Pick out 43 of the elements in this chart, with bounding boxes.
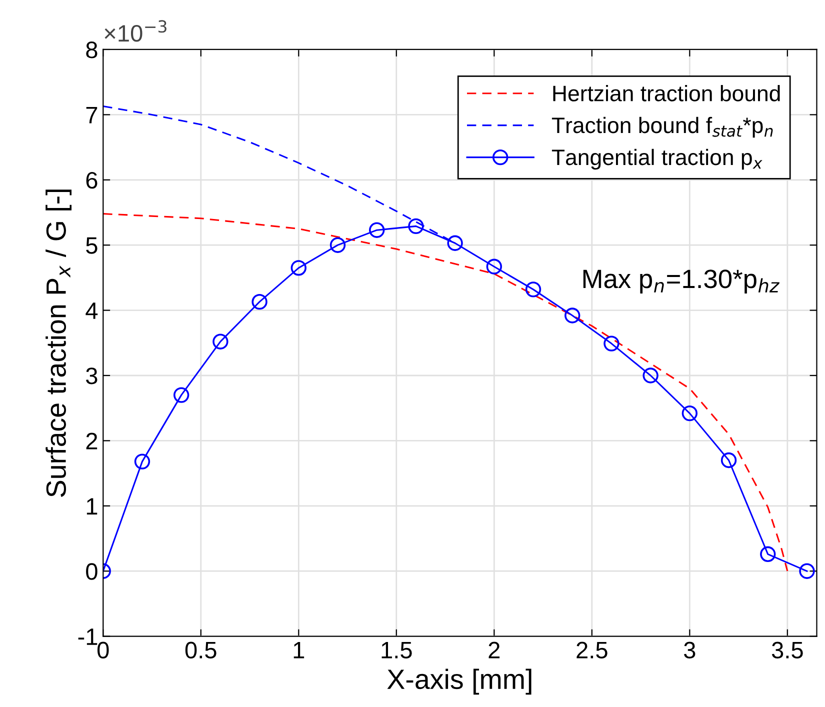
y-tick-label: 2 [86,432,98,450]
text: ×10$^{−3}$ [104,20,166,42]
legend-label: Hertzian traction bound [553,85,780,102]
x-tick-label: 1.5 [382,642,412,659]
x-tick-label: 1 [294,642,304,658]
point [290,260,306,276]
y-tick-label: 4 [86,302,98,319]
y-tick-label: 0 [86,563,98,580]
x-tick-label: 0 [97,642,109,659]
point [642,368,658,384]
point [330,237,346,253]
x-axis-title: X-axis [mm] [387,668,532,695]
legend-label: Tangential traction p$_{x}$ [552,148,762,170]
y-tick-label: 3 [86,368,98,384]
point [760,546,776,562]
point [486,258,502,274]
y-tick-label: 1 [86,498,98,514]
legend-label: Traction bound f$_{stat}$*p$_{n}$ [552,116,773,138]
point [408,218,424,234]
y-tick-label: 5 [86,237,98,254]
point [564,308,580,324]
y-tick-label: -1 [78,628,98,645]
annotation: Max p$_{n}$=1.30*p$_{hz}$ [583,270,780,294]
point [447,235,463,251]
x-tick-label: 2.5 [576,642,608,659]
point [173,387,190,403]
y-axis-title: Surface traction P$_{x}$ / G [-] [46,190,72,497]
y-tick-label: 6 [86,172,98,189]
point [525,282,542,298]
x-tick-label: 2 [488,642,500,658]
point [134,454,150,470]
x-tick-label: 3.5 [772,642,803,659]
point [604,336,620,352]
x-tick-label: 0.5 [185,642,216,659]
point [212,334,228,350]
point [682,405,698,422]
x-tick-label: 3 [684,642,696,659]
point [720,452,737,468]
point [368,222,385,238]
point [799,563,815,579]
y-tick-label: 8 [86,42,98,58]
point [252,294,268,310]
y-tick-label: 7 [86,107,98,124]
